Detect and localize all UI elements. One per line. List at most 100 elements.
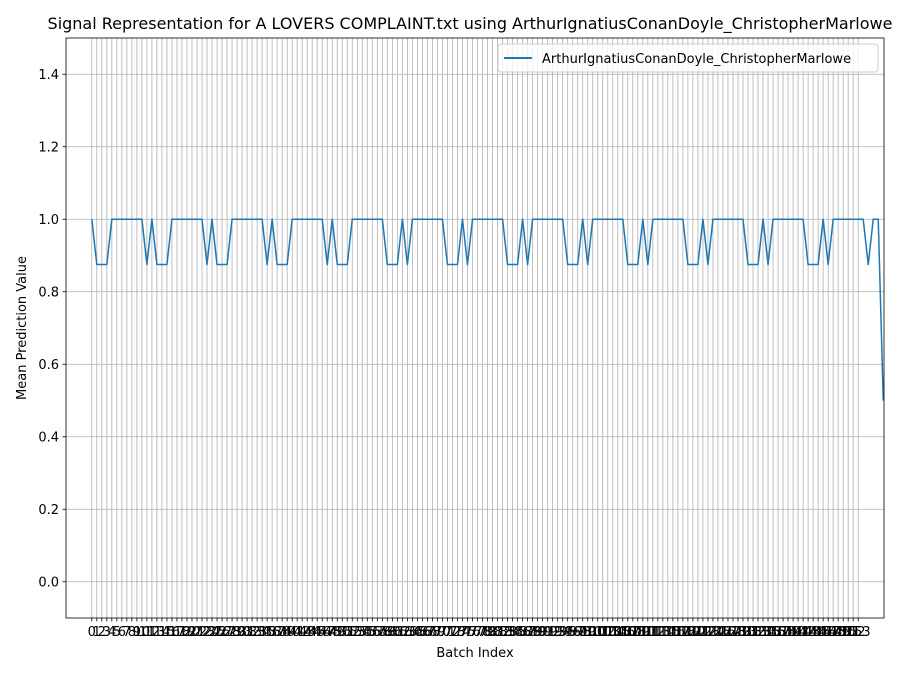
x-tick-label: 30 [234,625,251,640]
x-tick-label: 56 [364,625,381,640]
x-tick-label: 132 [741,625,766,640]
x-tick-label: 87 [519,625,536,640]
y-tick-label: 1.4 [38,68,59,83]
x-tick-label: 108 [620,625,645,640]
x-tick-label: 98 [574,625,591,640]
x-tick-label: 65 [409,625,426,640]
x-tick-label: 12 [144,625,161,640]
x-axis-label: Batch Index [436,646,514,661]
x-tick-label: 153 [846,625,871,640]
x-tick-label: 29 [229,625,246,640]
x-tick-label: 114 [650,625,675,640]
x-tick-label: 24 [204,625,221,640]
x-tick-label: 113 [645,625,670,640]
x-tick-label: 26 [214,625,231,640]
y-tick-label: 0.8 [38,285,59,300]
x-tick-label: 91 [539,625,556,640]
x-tick-label: 73 [449,625,466,640]
x-tick-label: 39 [279,625,296,640]
x-tick-label: 138 [771,625,796,640]
x-tick-label: 48 [324,625,341,640]
x-tick-label: 70 [434,625,451,640]
x-tick-label: 21 [189,625,206,640]
x-tick-label: 92 [544,625,561,640]
x-tick-label: 107 [615,625,640,640]
x-tick-label: 18 [174,625,191,640]
x-tick-label: 15 [159,625,176,640]
legend-box [497,43,879,73]
x-tick-label: 140 [781,625,806,640]
x-tick-label: 94 [554,625,571,640]
x-tick-label: 17 [169,625,186,640]
x-tick-label: 122 [691,625,716,640]
x-tick-label: 116 [660,625,685,640]
x-tick-label: 32 [244,625,261,640]
x-tick-label: 45 [309,625,326,640]
x-tick-label: 74 [454,625,471,640]
x-tick-label: 34 [254,625,271,640]
x-tick-label: 43 [299,625,316,640]
x-tick-label: 111 [635,625,660,640]
y-tick-label: 1.0 [38,213,59,228]
x-tick-label: 103 [595,625,620,640]
x-tick-label: 106 [610,625,635,640]
x-tick-label: 23 [199,625,216,640]
x-tick-label: 46 [314,625,331,640]
x-tick-label: 112 [640,625,665,640]
x-tick-label: 133 [746,625,771,640]
x-tick-label: 10 [134,625,151,640]
x-tick-label: 41 [289,625,306,640]
x-tick-label: 35 [259,625,276,640]
x-tick-label: 144 [801,625,826,640]
x-axis: 0123456789101112131415161718192021222324… [88,618,871,640]
x-tick-label: 31 [239,625,256,640]
legend-entry-label: ArthurIgnatiusConanDoyle_ChristopherMarl… [542,52,851,67]
x-tick-label: 71 [439,625,456,640]
x-tick-label: 100 [580,625,605,640]
x-tick-label: 68 [424,625,441,640]
x-tick-label: 63 [399,625,416,640]
x-tick-label: 131 [736,625,761,640]
x-tick-label: 134 [751,625,776,640]
x-tick-label: 119 [675,625,700,640]
x-tick-label: 120 [680,625,705,640]
y-tick-label: 0.6 [38,358,59,373]
x-tick-label: 97 [569,625,586,640]
x-tick-label: 8 [128,625,136,640]
x-tick-label: 44 [304,625,321,640]
x-tick-label: 126 [711,625,736,640]
x-tick-label: 110 [630,625,655,640]
x-tick-label: 20 [184,625,201,640]
x-tick-label: 147 [816,625,841,640]
x-tick-label: 143 [796,625,821,640]
x-tick-label: 83 [499,625,516,640]
x-tick-label: 105 [605,625,630,640]
x-tick-label: 139 [776,625,801,640]
x-gridlines [91,38,859,618]
y-axis-label: Mean Prediction Value [15,256,30,400]
x-tick-label: 3 [103,625,111,640]
x-tick-label: 88 [524,625,541,640]
x-tick-label: 1 [93,625,101,640]
x-tick-label: 127 [716,625,741,640]
x-tick-label: 90 [534,625,551,640]
x-tick-label: 62 [394,625,411,640]
x-tick-label: 89 [529,625,546,640]
legend: ArthurIgnatiusConanDoyle_ChristopherMarl… [497,43,879,73]
x-tick-label: 33 [249,625,266,640]
x-tick-label: 4 [108,625,116,640]
x-tick-label: 136 [761,625,786,640]
x-tick-label: 101 [585,625,610,640]
x-tick-label: 49 [329,625,346,640]
x-tick-label: 80 [484,625,501,640]
x-tick-label: 52 [344,625,361,640]
x-tick-label: 95 [559,625,576,640]
x-tick-label: 14 [154,625,171,640]
x-tick-label: 96 [564,625,581,640]
x-tick-label: 16 [164,625,181,640]
x-tick-label: 152 [841,625,866,640]
x-tick-label: 9 [133,625,141,640]
x-tick-label: 7 [123,625,131,640]
x-tick-label: 142 [791,625,816,640]
